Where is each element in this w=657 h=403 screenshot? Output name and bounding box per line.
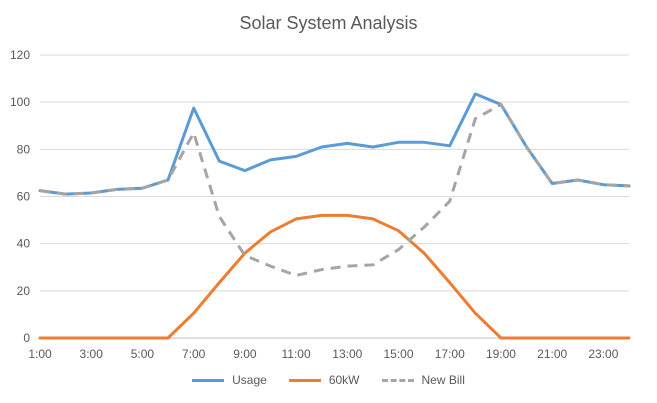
x-tick-label: 19:00 [486,347,516,361]
x-tick-label: 7:00 [182,347,206,361]
legend-label: New Bill [421,373,465,387]
legend-label: 60kW [328,373,360,387]
x-tick-label: 5:00 [131,347,155,361]
legend-swatch [192,378,225,382]
y-tick-label: 80 [17,142,31,156]
y-tick-label: 0 [23,331,30,345]
y-tick-label: 20 [17,284,31,298]
x-tick-label: 21:00 [537,347,567,361]
x-tick-label: 11:00 [282,347,311,361]
series-line-new-bill [39,103,630,277]
series-line-usage [38,92,631,196]
legend-swatch [288,378,321,382]
x-tick-label: 15:00 [384,347,414,361]
legend-label: Usage [232,373,267,387]
y-tick-label: 40 [17,237,31,251]
x-tick-label: 23:00 [588,347,618,361]
y-tick-label: 120 [10,48,30,62]
series-line-60kw [38,213,631,340]
x-tick-label: 1:00 [28,347,52,361]
legend-item: Usage [192,373,267,387]
y-tick-label: 100 [10,95,30,109]
chart-title: Solar System Analysis [239,13,418,33]
legend-item: 60kW [288,373,360,387]
legend-swatch [381,378,414,382]
x-tick-label: 13:00 [332,347,362,361]
x-tick-label: 17:00 [435,347,465,361]
x-tick-label: 3:00 [80,347,104,361]
x-tick-label: 9:00 [233,347,257,361]
y-tick-label: 60 [17,190,31,204]
legend-item: New Bill [381,373,465,387]
legend: Usage 60kW New Bill [0,373,657,387]
